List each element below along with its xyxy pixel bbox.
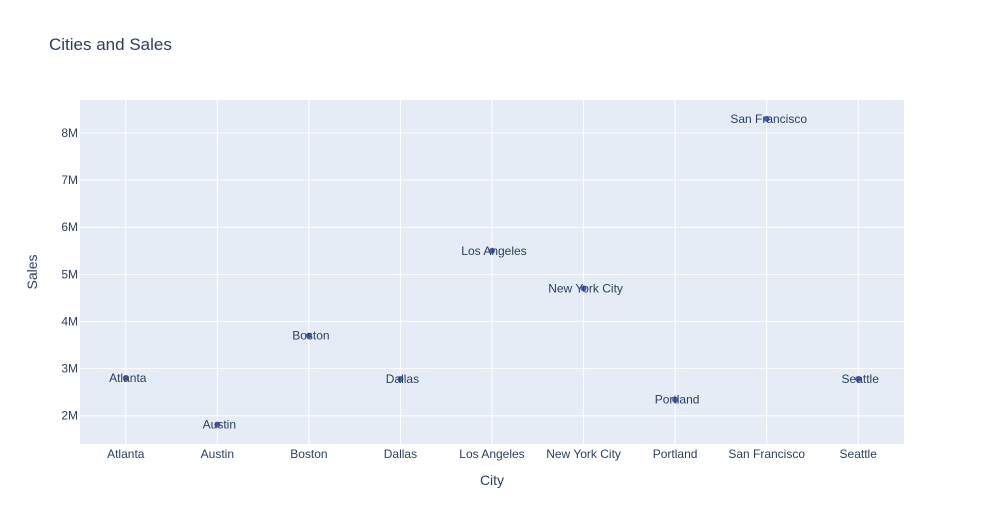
x-axis-ticks: Atlanta Austin Boston Dallas Los Angeles New … <box>107 447 877 461</box>
y-tick-label: 8M <box>61 126 78 140</box>
y-tick-label: 6M <box>61 220 78 234</box>
data-label: San Francisco <box>730 112 807 126</box>
x-tick-label: San Francisco <box>728 447 805 461</box>
y-axis-title: Sales <box>24 254 40 289</box>
y-tick-label: 7M <box>61 173 78 187</box>
x-tick-label: Boston <box>290 447 327 461</box>
data-label: Austin <box>203 418 236 432</box>
y-tick-label: 4M <box>61 314 78 328</box>
data-label: Dallas <box>386 372 419 386</box>
data-points <box>122 115 862 428</box>
y-axis-ticks: 2M 3M 4M 5M 6M 7M 8M <box>61 126 78 423</box>
x-tick-label: New York City <box>546 447 621 461</box>
data-point <box>672 396 679 403</box>
data-point <box>397 375 404 382</box>
data-point <box>122 375 129 382</box>
data-label: Los Angeles <box>461 244 526 258</box>
data-label: New York City <box>548 281 623 295</box>
x-tick-label: Seattle <box>840 447 878 461</box>
y-tick-label: 3M <box>61 362 78 376</box>
x-tick-label: Los Angeles <box>459 447 524 461</box>
data-label: Seattle <box>842 372 880 386</box>
x-tick-label: Dallas <box>384 447 417 461</box>
x-axis-title: City <box>480 472 504 488</box>
data-point <box>763 115 770 122</box>
data-point <box>489 247 495 254</box>
y-tick-label: 2M <box>61 409 78 423</box>
data-point <box>580 285 587 292</box>
data-point <box>305 332 312 339</box>
data-point <box>214 421 221 428</box>
y-tick-label: 5M <box>61 267 78 281</box>
x-tick-label: Atlanta <box>107 447 145 461</box>
data-label: Atlanta <box>109 371 147 385</box>
data-labels: Atlanta Austin Boston Dallas Los Angeles New … <box>109 112 879 432</box>
data-label: Portland <box>655 393 700 407</box>
chart-title: Cities and Sales <box>49 35 172 54</box>
x-tick-label: Portland <box>653 447 698 461</box>
x-tick-label: Austin <box>201 447 234 461</box>
data-point <box>855 375 862 382</box>
grid-lines <box>80 100 904 444</box>
data-label: Boston <box>292 329 329 343</box>
